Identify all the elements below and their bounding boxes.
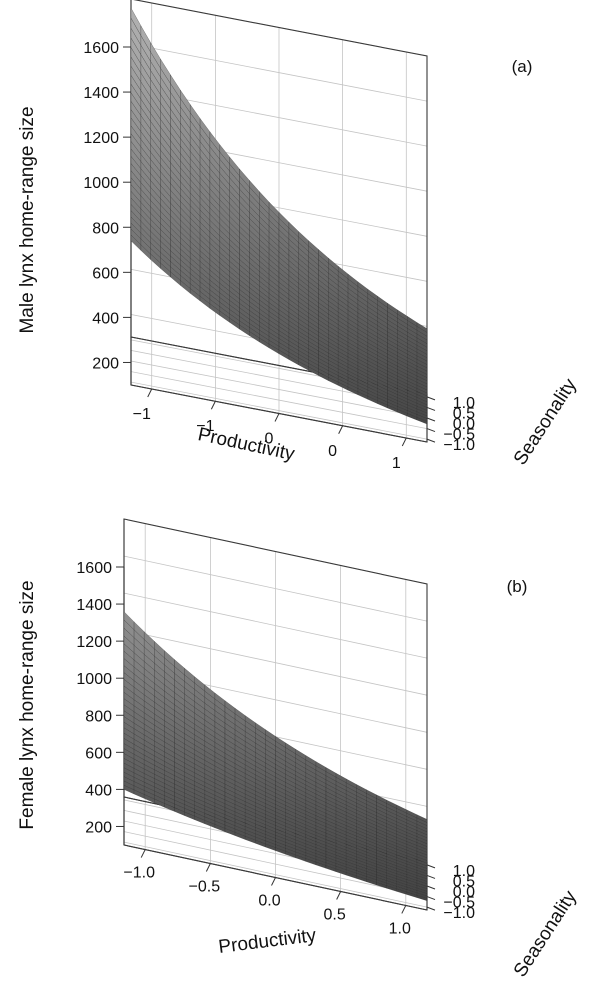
y-axis-title: Seasonality (510, 887, 581, 981)
panel-label: (a) (512, 57, 533, 76)
y-tick-label: −0.5 (443, 427, 475, 444)
x-axis-title: Productivity (217, 925, 318, 958)
x-tick (147, 388, 153, 398)
y-tick-label: 0.5 (453, 405, 475, 422)
x-tick (338, 425, 344, 434)
surface-cell (416, 417, 428, 425)
chart-panel-a: 200 400 600 800 1000 1200 1400 1600 −1 −1 0 0 1 −1.0−… (17, 0, 581, 472)
y-tick (426, 428, 436, 433)
z-tick-label: 800 (92, 220, 119, 237)
z-axis-title: Female lynx home-range size (17, 580, 38, 829)
x-axis-title: Productivity (196, 424, 297, 465)
z-tick-label: 200 (92, 355, 119, 372)
y-tick (426, 396, 436, 401)
z-tick-label: 600 (85, 745, 112, 762)
z-tick-label: 1200 (76, 634, 112, 651)
x-tick (401, 437, 407, 447)
z-tick-label: 1000 (76, 671, 112, 688)
y-tick (426, 417, 436, 422)
y-tick-label: 0.0 (453, 884, 475, 901)
y-tick-label: 0.5 (453, 873, 475, 890)
x-tick-label: −1.0 (123, 865, 155, 882)
surface (130, 7, 428, 425)
z-tick-label: 1600 (83, 40, 119, 57)
chart-panel-b: 2004006008001000120014001600−1.0−0.50.00… (17, 518, 581, 981)
z-tick-label: 600 (92, 265, 119, 282)
x-tick (336, 891, 342, 900)
x-tick-label: 0.0 (258, 893, 280, 910)
x-tick-label: 0 (265, 431, 274, 448)
x-tick-label: −1 (196, 418, 214, 435)
x-tick (205, 863, 211, 872)
x-tick (274, 413, 280, 422)
x-tick-label: 0.5 (324, 906, 346, 923)
y-axis-title: Seasonality (510, 375, 581, 469)
x-tick (401, 905, 407, 914)
x-tick-label: 1 (392, 455, 401, 472)
z-axis-title: Male lynx home-range size (17, 106, 38, 333)
x-tick (210, 401, 216, 410)
z-tick-label: 400 (92, 310, 119, 327)
x-tick-label: −0.5 (189, 879, 221, 896)
y-tick (426, 406, 436, 411)
y-tick (426, 885, 436, 890)
y-tick-label: −0.5 (443, 895, 475, 912)
y-tick-label: 0.0 (453, 416, 475, 433)
y-tick (426, 896, 436, 901)
y-tick (426, 864, 436, 869)
x-tick (271, 877, 276, 886)
z-tick-label: 1200 (83, 130, 119, 147)
z-tick-label: 1400 (83, 85, 119, 102)
y-tick-label: 1.0 (453, 395, 475, 412)
y-tick (426, 906, 436, 911)
y-tick-label: −1.0 (443, 437, 475, 454)
panel-label: (b) (507, 577, 528, 596)
z-tick-label: 1600 (76, 560, 112, 577)
z-tick-label: 1400 (76, 597, 112, 614)
z-tick-label: 200 (85, 819, 112, 836)
surface-cell (416, 895, 428, 901)
z-tick-label: 400 (85, 782, 112, 799)
z-tick-label: 1000 (83, 175, 119, 192)
y-tick (426, 438, 436, 443)
x-tick-label: 1.0 (389, 920, 411, 937)
y-tick-label: −1.0 (443, 905, 475, 922)
surface (123, 611, 428, 901)
y-tick-label: 1.0 (453, 863, 475, 880)
x-tick-label: 0 (328, 443, 337, 460)
x-tick (140, 849, 146, 858)
x-tick-label: −1 (133, 406, 151, 423)
y-tick (426, 874, 436, 879)
z-tick-label: 800 (85, 708, 112, 725)
